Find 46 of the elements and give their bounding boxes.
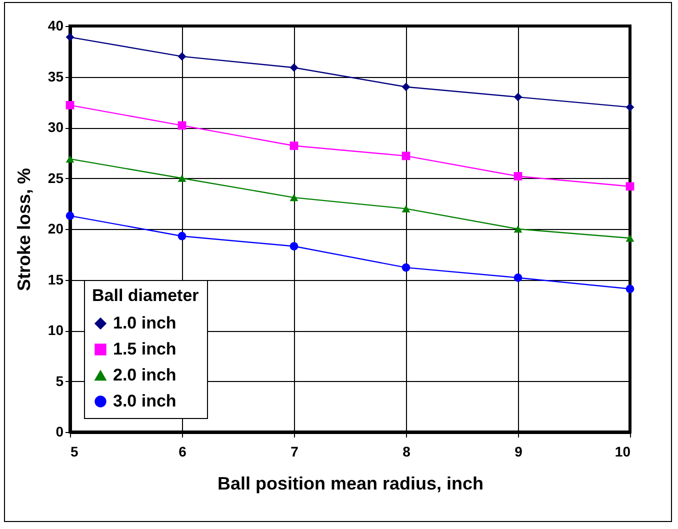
point	[626, 234, 634, 242]
legend-title: Ball diameter	[92, 286, 200, 305]
point	[402, 205, 410, 212]
point	[178, 52, 186, 61]
x-tick-label: 7	[290, 444, 299, 460]
point	[626, 182, 634, 191]
y-tick-label: 20	[48, 220, 64, 236]
point	[514, 225, 522, 233]
y-tick-label: 35	[48, 68, 64, 84]
point	[66, 100, 74, 110]
point	[402, 152, 410, 160]
legend-label: 1.0 inch	[113, 314, 176, 332]
y-tick-label: 5	[56, 372, 64, 389]
legend-label: 3.0 inch	[113, 392, 176, 410]
point	[514, 92, 522, 102]
x-tick-label: 6	[178, 444, 187, 460]
y-axis-title: Stroke loss, %	[14, 168, 34, 292]
point	[290, 63, 298, 72]
point	[178, 174, 186, 182]
point	[290, 142, 298, 150]
y-tick-label: 10	[48, 322, 64, 338]
x-tick-label: 5	[70, 444, 78, 460]
x-axis-title: Ball position mean radius, inch	[217, 474, 484, 494]
legend-label: 2.0 inch	[113, 366, 176, 384]
x-tick-label: 9	[514, 444, 523, 460]
point	[514, 172, 522, 180]
point	[626, 284, 634, 294]
point	[402, 82, 410, 92]
y-tick-label: 30	[48, 119, 64, 135]
y-tick-label: 25	[48, 170, 64, 186]
legend-label: 1.5 inch	[113, 340, 176, 358]
point	[514, 274, 522, 282]
point	[66, 212, 74, 220]
x-tick-label: 10	[614, 444, 631, 460]
point	[178, 121, 186, 130]
point	[178, 232, 186, 240]
point	[290, 194, 298, 202]
y-tick-label: 0	[56, 424, 64, 440]
y-tick-label: 40	[48, 18, 64, 34]
point	[626, 103, 634, 112]
point	[66, 32, 74, 42]
x-tick-label: 8	[402, 444, 411, 460]
point	[290, 242, 298, 250]
point	[66, 155, 74, 163]
point	[402, 263, 410, 272]
y-tick-label: 15	[48, 271, 64, 288]
